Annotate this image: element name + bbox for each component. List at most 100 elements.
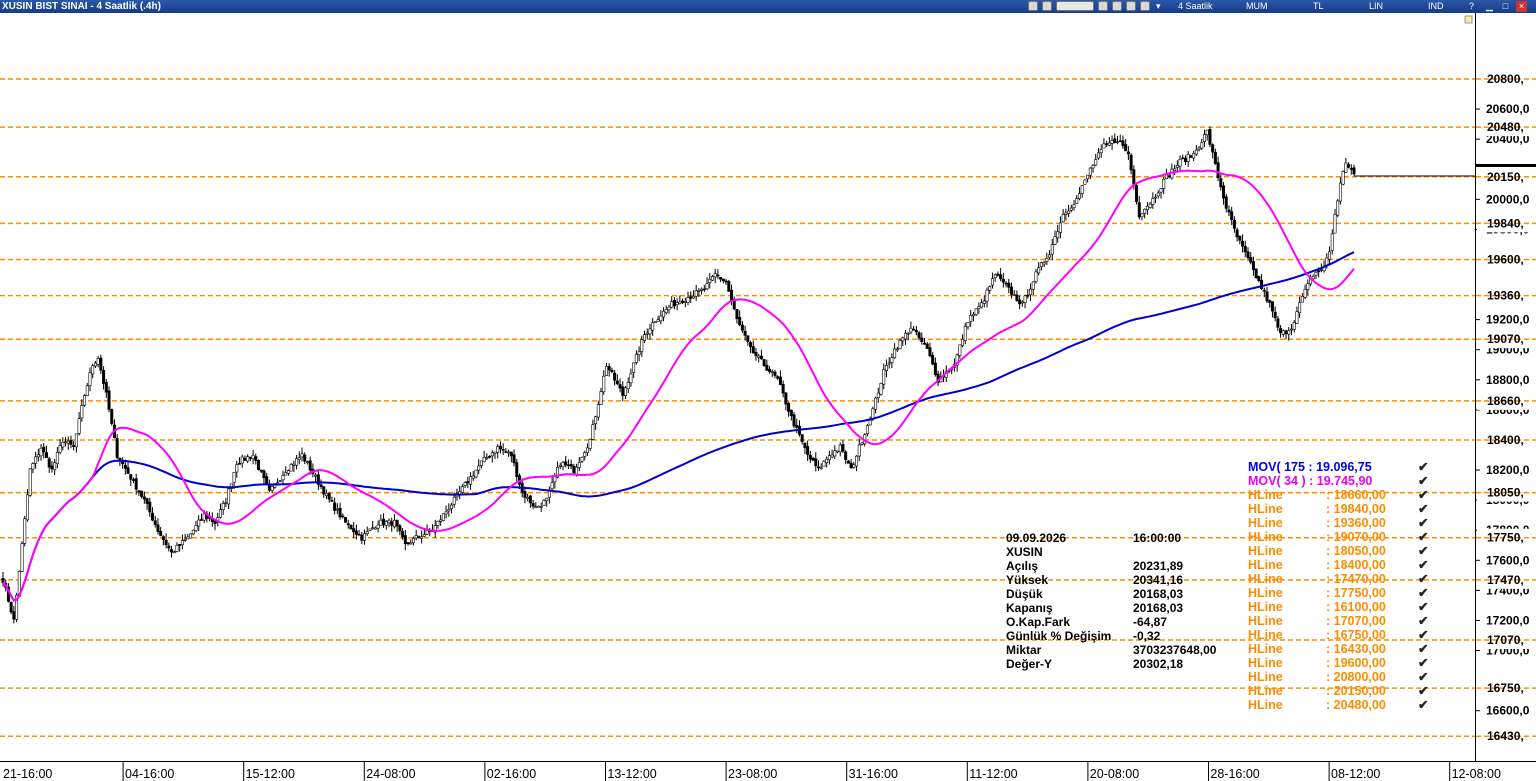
scale-selector[interactable]: LIN [1369,1,1384,11]
candle-body [463,482,467,486]
candle-body [83,395,87,406]
candle-body [382,518,386,526]
toolbar-combo[interactable] [1056,1,1094,11]
candle-body [254,456,258,462]
hline-tag-bg [1477,430,1536,449]
chart-icon[interactable] [1028,1,1038,11]
refresh-icon[interactable] [1042,1,1052,11]
check-icon[interactable]: ✔ [1418,628,1429,642]
hline-legend-value: : 19840,00 [1326,502,1386,516]
period-selector[interactable]: 4 Saatlik [1178,1,1213,11]
candle-body [1246,251,1250,259]
hline-legend-item[interactable]: HLine: 16100,00 ✔ [1248,600,1428,614]
hline-legend-item[interactable]: HLine: 18050,00 ✔ [1248,544,1428,558]
color-icon[interactable] [1126,1,1136,11]
draw-icon[interactable] [1112,1,1122,11]
hline-legend-label: HLine [1248,670,1283,684]
check-icon[interactable]: ✔ [1418,586,1429,600]
maximize-icon[interactable]: □ [1502,1,1509,11]
candle-body [1143,208,1147,214]
hline-legend-value: : 16750,00 [1326,628,1386,642]
candle-body [153,520,157,526]
hline-legend-item[interactable]: HLine: 19840,00 ✔ [1248,502,1428,516]
hline-legend-item[interactable]: HLine: 20800,00 ✔ [1248,670,1428,684]
hline-legend-item[interactable]: HLine: 16430,00 ✔ [1248,642,1428,656]
hline-legend-item[interactable]: HLine: 17070,00 ✔ [1248,614,1428,628]
hline-legend-item[interactable]: HLine: 19360,00 ✔ [1248,516,1428,530]
check-icon[interactable]: ✔ [1418,656,1429,670]
candle-body [501,449,505,451]
check-icon[interactable]: ✔ [1418,474,1429,488]
hline-legend-item[interactable]: HLine: 20480,00 ✔ [1248,698,1428,712]
check-icon[interactable]: ✔ [1418,670,1429,684]
check-icon[interactable]: ✔ [1418,544,1429,558]
candle-body [450,504,454,510]
candle-body [164,539,168,546]
mode-selector[interactable]: IND [1428,1,1444,11]
chart-type-selector[interactable]: MUM [1246,1,1268,11]
candle-body [444,511,448,515]
candle-body [626,382,630,389]
candle-body [93,362,97,367]
candle-body [721,278,725,282]
candle-body [844,451,848,461]
hline-legend-item[interactable]: HLine: 16750,00 ✔ [1248,628,1428,642]
info-label: Açılış [1006,559,1039,573]
hline-legend-value: : 17750,00 [1326,586,1386,600]
candle-body [1064,212,1068,215]
hline-legend-item[interactable]: HLine: 20150,00 ✔ [1248,684,1428,698]
mov-legend-item[interactable]: MOV( 34 ) : 19.745,90 ✔ [1248,474,1428,488]
candle-body [409,542,413,545]
check-icon[interactable]: ✔ [1418,502,1429,516]
check-icon[interactable]: ✔ [1418,684,1429,698]
candle-body [765,364,769,371]
candle-body [485,457,489,459]
candle-body [558,465,562,467]
candle-body [923,342,927,345]
check-icon[interactable]: ✔ [1418,642,1429,656]
check-icon[interactable]: ✔ [1418,488,1429,502]
candle-body [653,321,657,323]
candle-body [1241,240,1245,247]
candle-body [1222,185,1226,199]
candle-body [420,536,424,539]
candle-body [1094,159,1098,166]
minimize-icon[interactable]: ▁ [1486,1,1493,11]
candle-body [1306,283,1310,290]
hline-legend-item[interactable]: HLine: 17470,00 ✔ [1248,572,1428,586]
candle-body [286,470,290,474]
check-icon[interactable]: ✔ [1418,516,1429,530]
hline-legend-item[interactable]: HLine: 18400,00 ✔ [1248,558,1428,572]
pin-icon[interactable] [1464,15,1473,24]
check-icon[interactable]: ✔ [1418,572,1429,586]
hline-legend-item[interactable]: HLine: 19070,00 ✔ [1248,530,1428,544]
candle-body [664,308,668,313]
dropdown-icon[interactable]: ▾ [1156,1,1161,11]
candle-body [1328,251,1332,260]
close-icon[interactable]: × [1516,1,1527,12]
check-icon[interactable]: ✔ [1418,698,1429,712]
candle-body [537,505,541,508]
price-chart[interactable]: 20600,020400,020000,019800,019200,019000… [0,13,1536,781]
grid-icon[interactable] [1098,1,1108,11]
hline-legend-item[interactable]: HLine: 17750,00 ✔ [1248,586,1428,600]
check-icon[interactable]: ✔ [1418,460,1429,474]
candle-body [1178,158,1182,167]
check-icon[interactable]: ✔ [1418,614,1429,628]
arrow-icon[interactable] [1140,1,1150,11]
candle-body [607,366,611,371]
candle-body [662,310,666,318]
check-icon[interactable]: ✔ [1418,600,1429,614]
hline-legend-item[interactable]: HLine: 18660,00 ✔ [1248,488,1428,502]
help-icon[interactable]: ? [1468,1,1474,11]
candle-body [993,274,997,278]
mov-legend-item[interactable]: MOV( 175 : 19.096,75 ✔ [1248,460,1428,474]
check-icon[interactable]: ✔ [1418,558,1429,572]
hline-tag-bg [1477,118,1536,137]
currency-selector[interactable]: TL [1313,1,1324,11]
candle-body [591,424,595,440]
check-icon[interactable]: ✔ [1418,530,1429,544]
candle-body [1317,270,1321,273]
hline-legend-item[interactable]: HLine: 19600,00 ✔ [1248,656,1428,670]
time-label: 02-16:00 [487,767,536,781]
